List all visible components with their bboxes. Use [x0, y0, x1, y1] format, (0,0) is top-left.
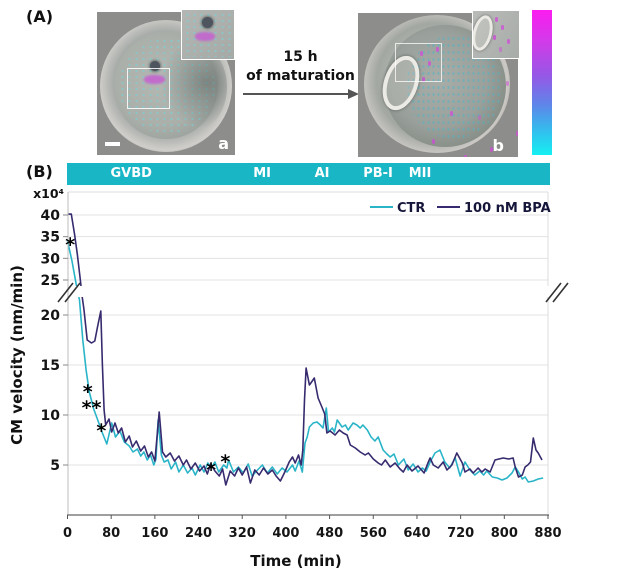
phase-label-gvbd: GVBD	[110, 166, 152, 181]
inset-b-signals	[495, 17, 498, 22]
micrograph-b: b	[358, 10, 520, 157]
maturation-caption-line2: of maturation	[246, 68, 355, 84]
y-tick-label-10: 10	[41, 408, 61, 424]
axis-break-mark-left-1	[64, 282, 81, 303]
x-tick-label-80: 80	[102, 526, 120, 541]
maturation-phase-bar: GVBD MI AI PB-I MII	[67, 163, 550, 185]
x-tick-label-640: 640	[403, 526, 430, 541]
axis-break-mark-right-0	[545, 282, 562, 303]
micrograph-b-letter: b	[492, 136, 504, 155]
significance-asterisk-2: **	[82, 397, 102, 419]
scale-bar	[105, 142, 120, 146]
panel-b-label: (B)	[26, 162, 53, 181]
maturation-caption-line1: 15 h	[283, 49, 318, 65]
y-tick-label-15: 15	[41, 358, 60, 374]
x-tick-label-560: 560	[360, 526, 387, 541]
roi-box-b	[395, 43, 442, 82]
x-tick-label-0: 0	[63, 526, 72, 541]
roi-box	[127, 68, 170, 109]
micrograph-a-letter: a	[218, 134, 229, 153]
panel-a-label: (A)	[26, 7, 54, 26]
germinal-vesicle	[150, 61, 160, 71]
micrograph-a: a	[97, 9, 235, 155]
x-tick-label-320: 320	[229, 526, 256, 541]
inset-a-nucleolus	[202, 17, 213, 28]
y-scale-multiplier: x10⁴	[33, 186, 64, 201]
micrograph-b-inset	[472, 10, 520, 59]
legend-label-ctr: CTR	[397, 201, 425, 216]
significance-asterisk-0: *	[65, 234, 75, 256]
significance-asterisk-1: *	[83, 381, 93, 403]
series-line-bpa	[67, 213, 543, 486]
x-tick-label-160: 160	[141, 526, 168, 541]
chromatin-signal	[144, 75, 165, 84]
significance-asterisk-3: *	[96, 420, 106, 442]
y-tick-label-40: 40	[41, 208, 61, 224]
phase-label-mii: MII	[408, 166, 432, 181]
y-tick-label-30: 30	[41, 251, 61, 267]
inset-b-polar-body	[473, 13, 497, 53]
x-tick-label-880: 880	[534, 526, 561, 541]
x-axis-title: Time (min)	[250, 552, 342, 570]
inset-a-chromatin	[195, 32, 215, 41]
phase-label-pb-i: PB-I	[363, 166, 393, 181]
spindle-signals	[420, 51, 423, 56]
series-line-ctr	[66, 240, 544, 483]
velocity-colorbar	[532, 10, 552, 155]
axis-break-mark-left-0	[57, 282, 74, 303]
y-tick-label-25: 25	[41, 273, 60, 289]
micrograph-a-inset	[181, 9, 235, 60]
y-tick-label-20: 20	[41, 308, 61, 324]
legend-label-bpa: 100 nM BPA	[464, 201, 551, 216]
phase-label-mi: MI	[253, 166, 272, 181]
x-tick-label-720: 720	[447, 526, 474, 541]
maturation-arrow-shaft	[243, 93, 349, 95]
maturation-arrow-head	[348, 89, 359, 99]
x-tick-label-400: 400	[272, 526, 299, 541]
x-tick-label-800: 800	[491, 526, 518, 541]
velocity-chart: 25 30 35 40 5 10 15 20 0 80 160 240 320 400 480 560 640 7…	[8, 191, 569, 570]
significance-asterisk-5: *	[220, 451, 230, 473]
phase-label-ai: AI	[314, 166, 330, 181]
y-tick-label-5: 5	[50, 458, 60, 474]
x-tick-label-240: 240	[185, 526, 212, 541]
y-tick-label-35: 35	[41, 230, 60, 246]
y-axis-break-band	[60, 286, 550, 297]
axis-break-mark-right-1	[552, 282, 569, 303]
x-tick-label-480: 480	[316, 526, 343, 541]
significance-asterisk-4: *	[206, 459, 216, 481]
y-axis-title: CM velocity (nm/min)	[8, 265, 26, 445]
